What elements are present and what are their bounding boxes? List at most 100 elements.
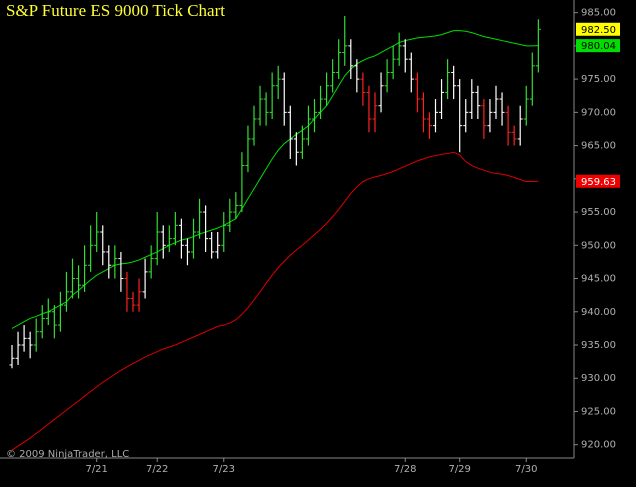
ohlc-bar: [487, 99, 493, 133]
ohlc-bar: [136, 278, 142, 312]
ohlc-bar: [148, 245, 154, 279]
ohlc-bar: [197, 198, 203, 239]
copyright: © 2009 NinjaTrader, LLC: [6, 449, 129, 460]
moving-average: [11, 30, 539, 329]
ohlc-bar: [233, 192, 239, 219]
x-tick-label: 7/29: [448, 464, 470, 475]
ohlc-bar: [457, 79, 463, 153]
ohlc-bar: [293, 132, 299, 166]
y-tick-label: 970.00: [581, 107, 616, 118]
ohlc-bar: [154, 212, 160, 266]
ohlc-bar: [124, 271, 130, 312]
ohlc-bar: [396, 32, 402, 66]
ohlc-bar: [178, 218, 184, 259]
ohlc-bar: [15, 331, 21, 365]
y-tick-label: 945.00: [581, 274, 616, 285]
ohlc-bar: [517, 105, 523, 146]
y-tick-label: 940.00: [581, 307, 616, 318]
ohlc-bar: [499, 92, 505, 126]
ohlc-bar: [414, 72, 420, 113]
ohlc-bar: [342, 15, 348, 66]
price-badge-label: 959.63: [581, 177, 616, 188]
ohlc-bar: [529, 52, 535, 106]
price-badge: [576, 22, 620, 36]
ohlc-bar: [76, 265, 82, 299]
ohlc-bar: [27, 331, 33, 359]
ohlc-bar: [330, 59, 336, 93]
x-tick-label: 7/21: [85, 464, 107, 475]
x-tick-label: 7/23: [213, 464, 235, 475]
ohlc-bar: [324, 72, 330, 106]
x-tick-label: 7/22: [146, 464, 168, 475]
ohlc-bar: [348, 39, 354, 80]
ohlc-bar: [275, 65, 281, 100]
ohlc-bar: [318, 85, 324, 119]
ohlc-bar: [166, 225, 172, 252]
ohlc-bar: [493, 85, 499, 119]
ohlc-bar: [269, 72, 275, 119]
ohlc-bar: [451, 65, 457, 100]
ohlc-bar: [263, 92, 269, 126]
y-tick-label: 925.00: [581, 406, 616, 417]
price-badge-label: 980.04: [581, 41, 616, 52]
ohlc-bar: [82, 245, 88, 292]
ohlc-bar: [21, 325, 27, 352]
y-tick-label: 935.00: [581, 340, 616, 351]
ohlc-bar: [112, 245, 118, 279]
ohlc-bar: [439, 79, 445, 119]
ohlc-bar: [408, 52, 414, 93]
ohlc-bar: [433, 99, 438, 133]
ohlc-bar: [172, 212, 178, 246]
ohlc-bar: [402, 39, 408, 73]
ohlc-bar: [305, 105, 311, 146]
ohlc-bar: [469, 79, 475, 119]
ohlc-bar: [481, 99, 487, 139]
ohlc-bar: [9, 345, 15, 369]
ohlc-bar: [299, 125, 305, 159]
y-tick-label: 985.00: [581, 8, 616, 19]
ohlc-bar: [312, 99, 317, 133]
ohlc-bar: [215, 232, 221, 259]
ohlc-bar: [505, 105, 511, 146]
ohlc-bar: [39, 305, 45, 339]
ohlc-bar: [251, 105, 257, 146]
ohlc-bar: [239, 152, 245, 213]
x-tick-label: 7/28: [394, 464, 416, 475]
moving-average: [11, 151, 539, 451]
ohlc-bar: [63, 271, 69, 312]
ohlc-bar: [118, 251, 124, 292]
y-tick-label: 950.00: [581, 240, 616, 251]
ohlc-bar: [535, 19, 541, 73]
ohlc-bar: [57, 291, 63, 332]
ohlc-bar: [33, 318, 39, 352]
y-tick-label: 930.00: [581, 373, 616, 384]
ohlc-bar: [336, 39, 342, 80]
ohlc-bar: [372, 92, 378, 133]
ohlc-bar: [354, 59, 360, 93]
ohlc-bar: [366, 85, 372, 133]
ohlc-bar: [390, 45, 396, 80]
price-badge-label: 982.50: [581, 25, 616, 36]
ohlc-bar: [420, 92, 426, 133]
ohlc-bar: [70, 258, 75, 299]
ohlc-bar: [227, 198, 233, 232]
ohlc-bar: [51, 305, 57, 339]
y-tick-label: 965.00: [581, 141, 616, 152]
ohlc-bar: [257, 85, 263, 126]
ohlc-bar: [463, 99, 469, 133]
ohlc-bar: [221, 212, 227, 252]
ohlc-bar: [94, 212, 100, 252]
ohlc-bar: [426, 112, 432, 139]
ohlc-bar: [209, 232, 215, 259]
ohlc-bar: [245, 125, 251, 173]
ohlc-bar: [475, 85, 481, 119]
price-badge: [576, 174, 620, 188]
ohlc-bar: [281, 72, 287, 126]
ohlc-bar: [106, 245, 112, 279]
x-tick-label: 7/30: [515, 464, 537, 475]
ohlc-bar: [511, 125, 517, 146]
chart-title: S&P Future ES 9000 Tick Chart: [6, 1, 225, 20]
ohlc-bar: [360, 72, 366, 106]
ohlc-bar: [142, 258, 148, 299]
